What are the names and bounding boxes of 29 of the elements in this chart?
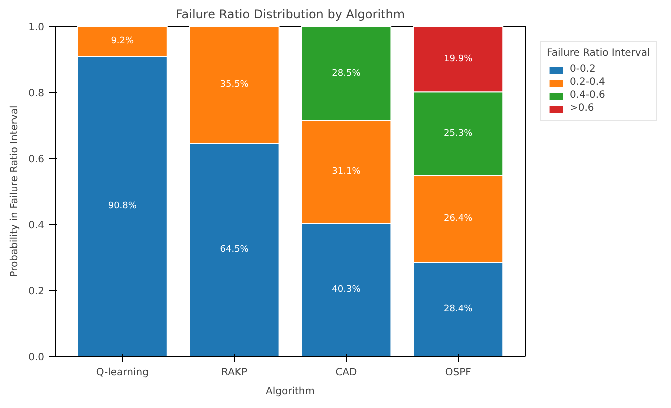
x-tick-label: Q-learning bbox=[96, 368, 149, 378]
data-label: 35.5% bbox=[220, 80, 250, 90]
data-label: 90.8% bbox=[108, 202, 138, 212]
data-label: 25.3% bbox=[444, 128, 474, 139]
data-label: 28.5% bbox=[332, 68, 362, 79]
data-label: 19.9% bbox=[444, 54, 474, 64]
x-tick-label: OSPF bbox=[445, 368, 472, 378]
x-tick-label: RAKP bbox=[222, 368, 248, 378]
legend-title: Failure Ratio Interval bbox=[547, 48, 650, 59]
y-tick-label: 1.0 bbox=[28, 22, 45, 34]
y-tick-label: 0.0 bbox=[28, 352, 45, 364]
y-tick-label: 0.2 bbox=[28, 286, 45, 298]
legend-label: 0.4-0.6 bbox=[570, 90, 606, 101]
legend-label: 0-0.2 bbox=[570, 64, 596, 75]
y-tick-label: 0.6 bbox=[28, 154, 45, 166]
chart-title: Failure Ratio Distribution by Algorithm bbox=[176, 8, 406, 22]
y-axis-title: Probability in Failure Ratio Interval bbox=[10, 106, 21, 278]
data-label: 64.5% bbox=[220, 245, 250, 256]
x-tick-label: CAD bbox=[336, 368, 358, 378]
y-tick-label: 0.8 bbox=[28, 88, 45, 100]
data-label: 26.4% bbox=[444, 214, 474, 224]
legend-label: >0.6 bbox=[570, 103, 594, 114]
y-tick-label: 0.4 bbox=[28, 220, 45, 232]
data-label: 31.1% bbox=[332, 167, 362, 178]
legend-label: 0.2-0.4 bbox=[570, 77, 606, 88]
data-label: 28.4% bbox=[444, 304, 474, 315]
data-label: 9.2% bbox=[111, 36, 135, 47]
data-label: 40.3% bbox=[332, 285, 362, 296]
x-axis-title: Algorithm bbox=[266, 386, 315, 398]
